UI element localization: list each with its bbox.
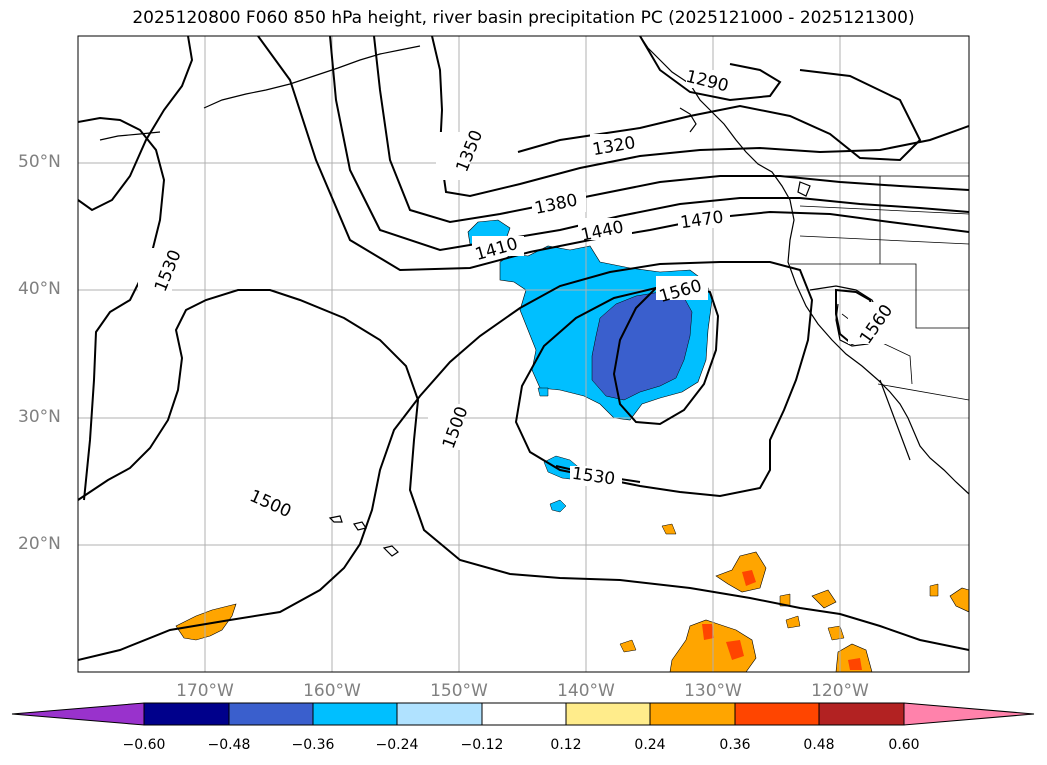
- colorbar-segment: [228, 702, 314, 726]
- map-title: 2025120800 F060 850 hPa height, river ba…: [132, 8, 915, 28]
- colorbar-tick-label: −0.36: [291, 737, 335, 753]
- lat-tick-label: 40°N: [18, 279, 61, 299]
- colorbar-segment: [312, 702, 398, 726]
- lon-tick-label: 150°W: [430, 681, 488, 701]
- coastlines: [99, 36, 969, 557]
- colorbar-tick-label: −0.12: [460, 737, 504, 753]
- colorbar-tick-label: −0.24: [375, 737, 419, 753]
- lat-tick-label: 30°N: [18, 407, 61, 427]
- colorbar-tick-label: 0.24: [634, 737, 666, 753]
- colorbar-segment: [143, 702, 230, 726]
- colorbar-segment: [649, 702, 736, 726]
- lon-tick-label: 130°W: [684, 681, 742, 701]
- lat-tick-label: 50°N: [18, 152, 61, 172]
- colorbar-tick-label: 0.36: [719, 737, 751, 753]
- colorbar-segment: [734, 702, 820, 726]
- lon-tick-label: 170°W: [176, 681, 234, 701]
- colorbar-segment: [481, 702, 567, 726]
- lon-tick-label: 160°W: [303, 681, 361, 701]
- lon-tick-label: 140°W: [557, 681, 615, 701]
- colorbar-tick-label: 0.12: [550, 737, 582, 753]
- colorbar-segment: [565, 702, 651, 726]
- colorbar-segment: [903, 702, 1035, 726]
- lat-tick-label: 20°N: [18, 534, 61, 554]
- colorbar: [11, 702, 1035, 726]
- colorbar-tick-label: 0.48: [803, 737, 835, 753]
- colorbar-tick-label: −0.48: [207, 737, 251, 753]
- colorbar-tick-label: −0.60: [122, 737, 166, 753]
- colorbar-tick-label: 0.60: [888, 737, 920, 753]
- colorbar-segment: [396, 702, 483, 726]
- colorbar-segment: [11, 702, 145, 726]
- contour-labels: 1290 1320 1350 1380 1410 1440 1470 1500 …: [138, 67, 897, 522]
- colorbar-segment: [818, 702, 905, 726]
- map-area: [78, 36, 969, 672]
- positive-precip-region: [175, 523, 969, 672]
- lon-tick-label: 120°W: [811, 681, 869, 701]
